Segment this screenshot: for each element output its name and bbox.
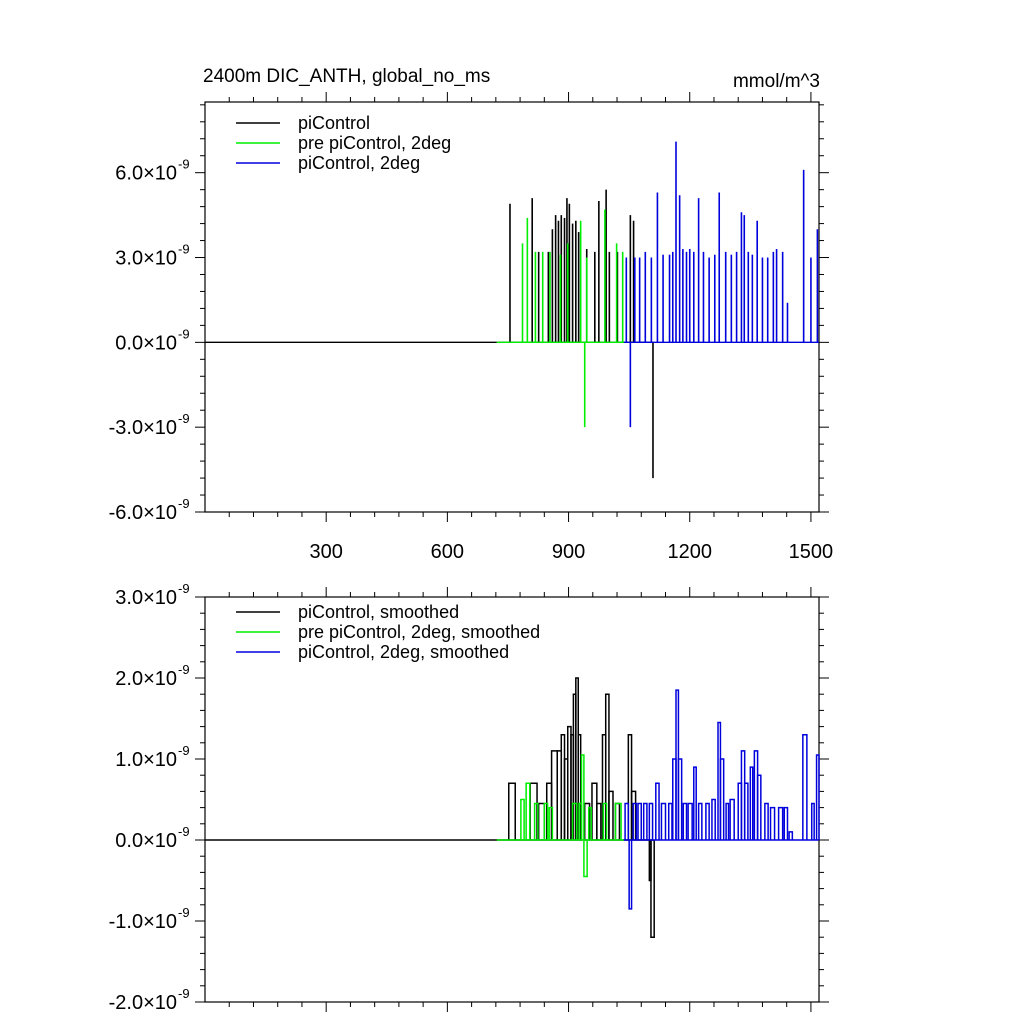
series-pulse [608, 790, 614, 840]
series-pulse [743, 782, 749, 840]
series-pulse [769, 806, 776, 840]
series-pulse [802, 733, 808, 840]
series-pulse [729, 798, 735, 840]
series-pulse [697, 802, 703, 840]
y-tick-label: 6.0×10 [115, 163, 177, 185]
y-tick-label: 0.0×10 [115, 332, 177, 354]
series-pulse [571, 802, 578, 840]
series-pulse [614, 802, 622, 840]
series-pulse [596, 802, 602, 840]
legend-label: pre piControl, 2deg, smoothed [298, 622, 540, 642]
plot-frame [204, 101, 820, 513]
series-pulse [660, 802, 667, 840]
y-tick-label: -1.0×10 [109, 911, 177, 933]
y-tick-exponent: -9 [178, 157, 190, 172]
series-pulse [588, 806, 592, 840]
series-2 [623, 141, 819, 428]
series-2 [623, 689, 820, 910]
series-pulse [533, 802, 539, 840]
legend-label: piControl, 2deg [298, 153, 420, 173]
series-pulse [764, 802, 769, 840]
legend-label: piControl [298, 113, 370, 133]
panel-bottom: -2.0×10 -9-1.0×10 -90.0×10 -91.0×10 -92.0×10… [109, 581, 829, 1014]
panel-top: 2400m DIC_ANTH, global_no_ms mmol/m^3 30… [109, 66, 834, 563]
x-tick-label: 1200 [667, 541, 712, 563]
series-1 [496, 209, 624, 428]
x-tick-label: 300 [309, 541, 342, 563]
series-pulse [508, 782, 516, 840]
y-tick-label: 3.0×10 [115, 248, 177, 270]
series-pulse [580, 754, 585, 840]
series-0 [205, 677, 655, 938]
series-pulse [583, 840, 588, 878]
y-tick-label: 1.0×10 [115, 749, 177, 771]
legend-label: piControl, smoothed [298, 602, 459, 622]
series-pulse [630, 790, 637, 840]
series-pulse [548, 806, 554, 840]
series-pulse [756, 774, 762, 840]
x-tick-label: 900 [552, 541, 585, 563]
series-pulse [537, 802, 546, 840]
series-pulse [602, 802, 608, 840]
y-tick-exponent: -9 [178, 986, 190, 1001]
x-tick-label: 600 [431, 541, 464, 563]
y-tick-exponent: -9 [178, 905, 190, 920]
series-pulse [711, 798, 716, 840]
y-tick-exponent: -9 [178, 496, 190, 511]
series-pulse [577, 733, 582, 840]
series-pulse [637, 802, 643, 840]
series-pulse [687, 802, 693, 840]
y-tick-label: 3.0×10 [115, 587, 177, 609]
y-tick-label: -2.0×10 [109, 992, 177, 1014]
y-tick-exponent: -9 [178, 581, 190, 596]
y-tick-exponent: -9 [178, 411, 190, 426]
y-tick-exponent: -9 [178, 743, 190, 758]
series-pulse [677, 758, 683, 840]
y-tick-label: -6.0×10 [109, 502, 177, 524]
y-tick-exponent: -9 [178, 662, 190, 677]
y-tick-label: 0.0×10 [115, 830, 177, 852]
series-pulse [777, 806, 784, 840]
series-pulse [682, 802, 688, 840]
series-pulse [810, 802, 815, 840]
series-pulse [583, 802, 591, 840]
series-pulse [604, 693, 610, 840]
series-pulse [788, 831, 794, 840]
series-pulse [725, 802, 730, 840]
series-pulse [667, 802, 673, 840]
series-pulse [815, 754, 820, 840]
series-pulse [648, 802, 654, 840]
units-label: mmol/m^3 [733, 71, 820, 92]
series-pulse [650, 840, 655, 938]
series-pulse [693, 766, 697, 840]
series-pulse [543, 802, 549, 840]
y-tick-label: -3.0×10 [109, 417, 177, 439]
series-pulse [655, 782, 660, 840]
series-pulse [632, 802, 638, 840]
chart-title: 2400m DIC_ANTH, global_no_ms [203, 66, 490, 87]
y-tick-exponent: -9 [178, 242, 190, 257]
y-tick-exponent: -9 [178, 326, 190, 341]
series-pulse [627, 733, 633, 840]
legend-label: piControl, 2deg, smoothed [298, 642, 509, 662]
legend-label: pre piControl, 2deg [298, 133, 451, 153]
series-pulse [719, 758, 725, 840]
y-tick-label: 2.0×10 [115, 668, 177, 690]
series-pulse [705, 802, 710, 840]
series-pulse [628, 840, 633, 910]
series-pulse [642, 802, 648, 840]
series-pulse [749, 766, 754, 840]
x-tick-label: 1500 [789, 541, 834, 563]
series-pulse [624, 802, 630, 840]
series-pulse [529, 782, 538, 840]
series-1 [496, 754, 624, 878]
series-pulse [520, 798, 525, 840]
y-tick-exponent: -9 [178, 824, 190, 839]
series-pulse [525, 782, 531, 840]
series-pulse [783, 806, 789, 840]
